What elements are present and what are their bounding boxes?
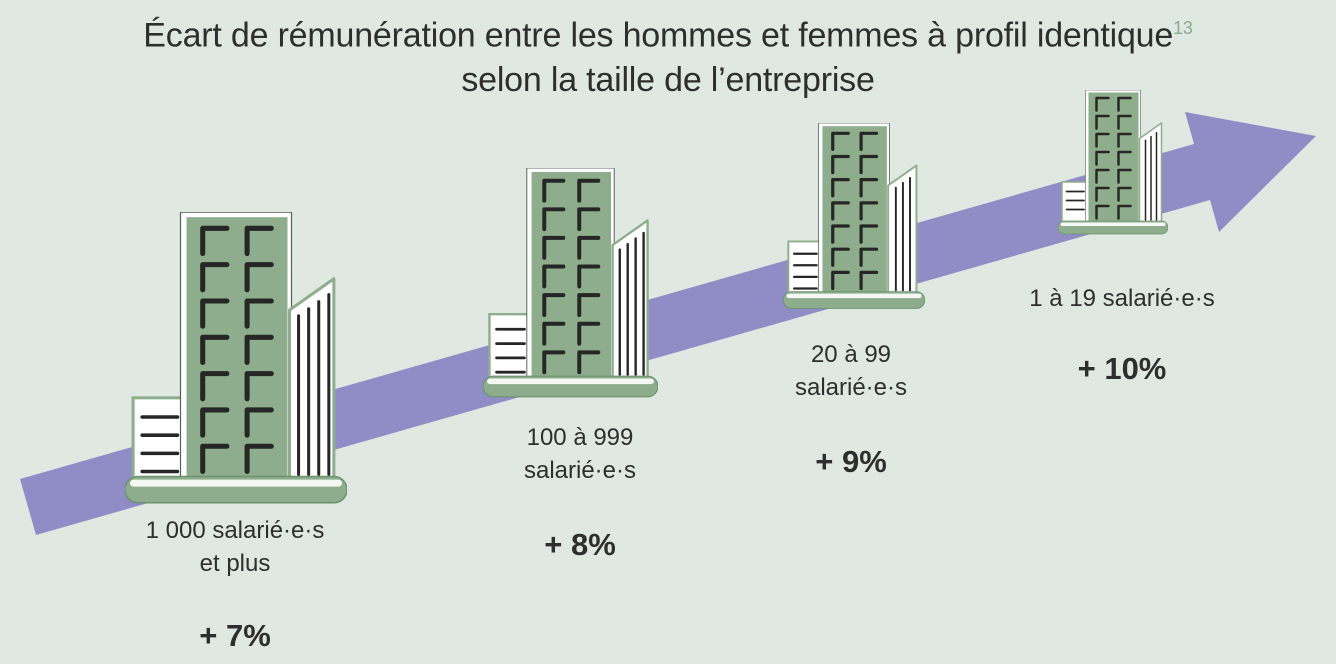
title-line-2: selon la taille de l’entreprise (461, 61, 875, 100)
value-label: + 9% (815, 444, 887, 479)
category-line: 100 à 999 (526, 424, 634, 451)
category-line: 20 à 99 (810, 341, 892, 368)
category-line: salarié·e·s (794, 374, 908, 401)
office-building-icon (125, 212, 347, 504)
category-label: 100 à 999 salarié·e·s (460, 421, 700, 487)
value-label: + 8% (544, 527, 616, 562)
value-label: + 7% (199, 618, 271, 653)
category-line: et plus (199, 550, 271, 577)
category-line: 1 à 19 salarié·e·s (1029, 285, 1215, 312)
category-label: 1 000 salarié·e·s et plus (115, 514, 355, 580)
title-text: Écart de rémunération entre les hommes e… (143, 16, 1174, 55)
office-building-icon (483, 168, 658, 398)
category-line: 1 000 salarié·e·s (145, 517, 325, 544)
value-label: + 10% (1077, 351, 1167, 386)
category-label: 1 à 19 salarié·e·s (1002, 282, 1242, 315)
office-building-icon (783, 123, 925, 309)
category-line: salarié·e·s (523, 457, 637, 484)
title-line-1: Écart de rémunération entre les hommes e… (0, 6, 1336, 58)
office-building-icon (1058, 90, 1168, 235)
category-label: 20 à 99 salarié·e·s (731, 338, 971, 404)
footnote-marker: 13 (1173, 18, 1193, 38)
chart-title: Écart de rémunération entre les hommes e… (0, 6, 1336, 103)
